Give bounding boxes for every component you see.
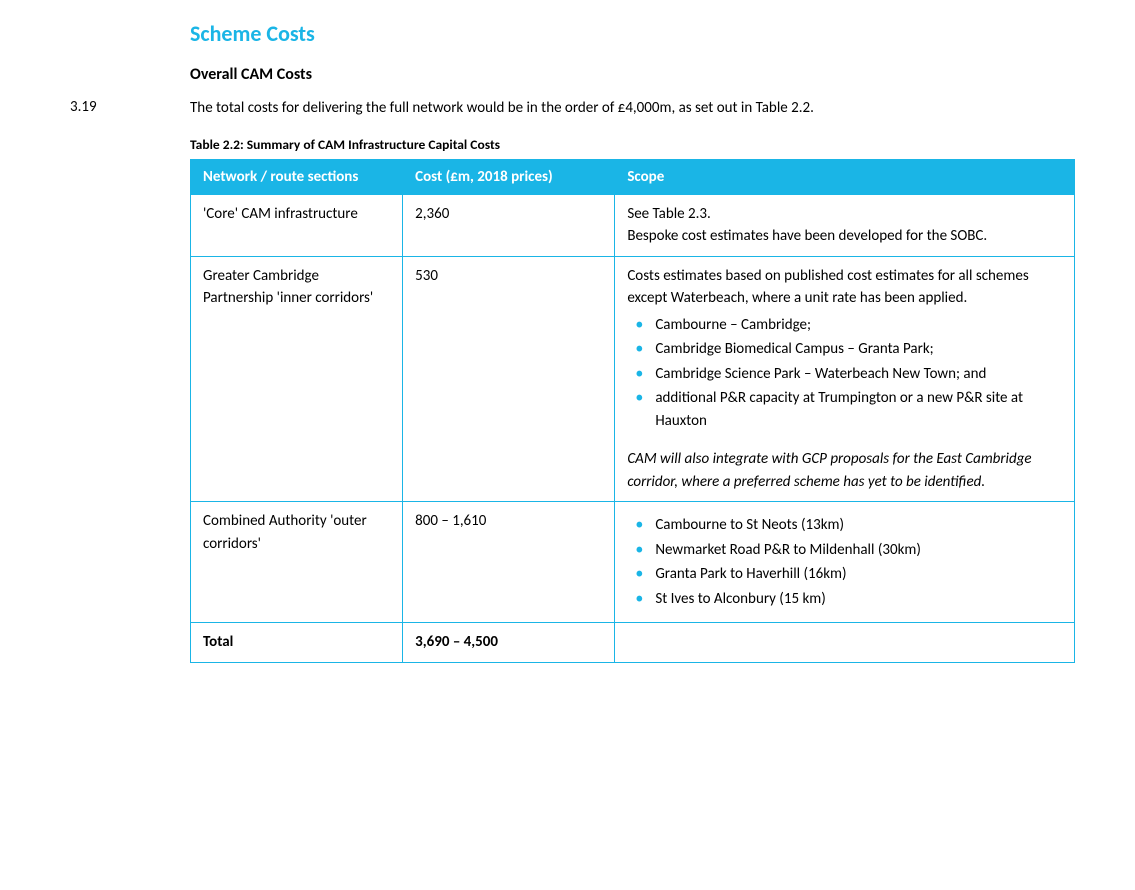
cell-total-label: Total <box>191 623 403 663</box>
cell-network: Combined Authority 'outer corridors' <box>191 502 403 623</box>
cell-cost: 800 – 1,610 <box>403 502 615 623</box>
table-caption: Table 2.2: Summary of CAM Infrastructure… <box>190 136 1075 153</box>
table-row: Combined Authority 'outer corridors' 800… <box>191 502 1075 623</box>
list-item: Cambourne – Cambridge; <box>627 314 1062 337</box>
scope-list: Cambourne – Cambridge; Cambridge Biomedi… <box>627 314 1062 433</box>
numbered-paragraph: 3.19 The total costs for delivering the … <box>70 98 1075 120</box>
list-item: Cambridge Biomedical Campus – Granta Par… <box>627 338 1062 361</box>
list-item: Granta Park to Haverhill (16km) <box>627 563 1062 586</box>
cell-cost: 530 <box>403 256 615 502</box>
scope-line: Bespoke cost estimates have been develop… <box>627 225 1062 248</box>
table-row: 'Core' CAM infrastructure 2,360 See Tabl… <box>191 194 1075 256</box>
paragraph-text: The total costs for delivering the full … <box>190 98 1075 120</box>
scope-line: See Table 2.3. <box>627 203 1062 226</box>
cell-total-scope <box>615 623 1075 663</box>
cell-scope: See Table 2.3. Bespoke cost estimates ha… <box>615 194 1075 256</box>
list-item: additional P&R capacity at Trumpington o… <box>627 387 1062 432</box>
list-item: Newmarket Road P&R to Mildenhall (30km) <box>627 539 1062 562</box>
list-item: Cambridge Science Park – Waterbeach New … <box>627 363 1062 386</box>
list-item: St Ives to Alconbury (15 km) <box>627 588 1062 611</box>
cell-scope: Cambourne to St Neots (13km) Newmarket R… <box>615 502 1075 623</box>
cell-network: Greater Cambridge Partnership 'inner cor… <box>191 256 403 502</box>
col-header-network: Network / route sections <box>191 159 403 194</box>
scope-intro: Costs estimates based on published cost … <box>627 265 1062 310</box>
col-header-cost: Cost (£m, 2018 prices) <box>403 159 615 194</box>
sub-heading: Overall CAM Costs <box>190 65 1075 84</box>
scope-list: Cambourne to St Neots (13km) Newmarket R… <box>627 514 1062 610</box>
col-header-scope: Scope <box>615 159 1075 194</box>
paragraph-number: 3.19 <box>70 98 190 116</box>
cell-total-cost: 3,690 – 4,500 <box>403 623 615 663</box>
cell-cost: 2,360 <box>403 194 615 256</box>
cell-scope: Costs estimates based on published cost … <box>615 256 1075 502</box>
table-row: Greater Cambridge Partnership 'inner cor… <box>191 256 1075 502</box>
table-header-row: Network / route sections Cost (£m, 2018 … <box>191 159 1075 194</box>
section-heading: Scheme Costs <box>190 20 1075 47</box>
cell-network: 'Core' CAM infrastructure <box>191 194 403 256</box>
table-total-row: Total 3,690 – 4,500 <box>191 623 1075 663</box>
list-item: Cambourne to St Neots (13km) <box>627 514 1062 537</box>
cost-table: Network / route sections Cost (£m, 2018 … <box>190 159 1075 663</box>
scope-note: CAM will also integrate with GCP proposa… <box>627 448 1062 493</box>
